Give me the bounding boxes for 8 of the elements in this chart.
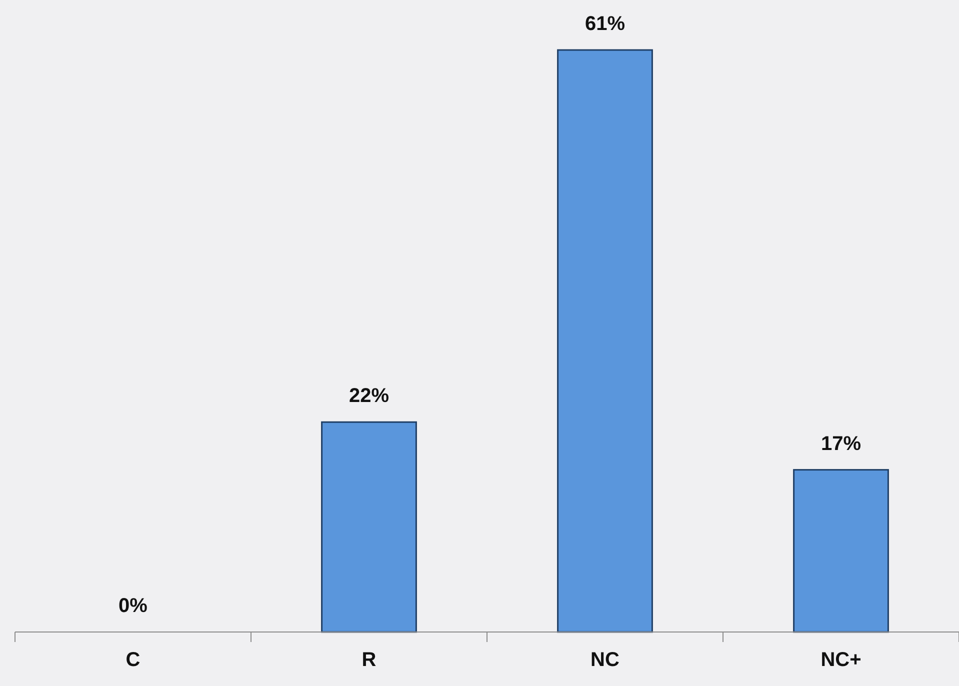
data-label: 22% [348, 385, 390, 408]
data-label: 0% [118, 595, 148, 617]
data-label: 61% [584, 13, 626, 35]
data-label: 17% [820, 432, 862, 455]
x-tick-label: NC+ [820, 649, 862, 671]
x-tick-label: R [362, 649, 377, 671]
x-tick-label: C [126, 649, 140, 671]
x-tick-label: NC [590, 649, 620, 671]
